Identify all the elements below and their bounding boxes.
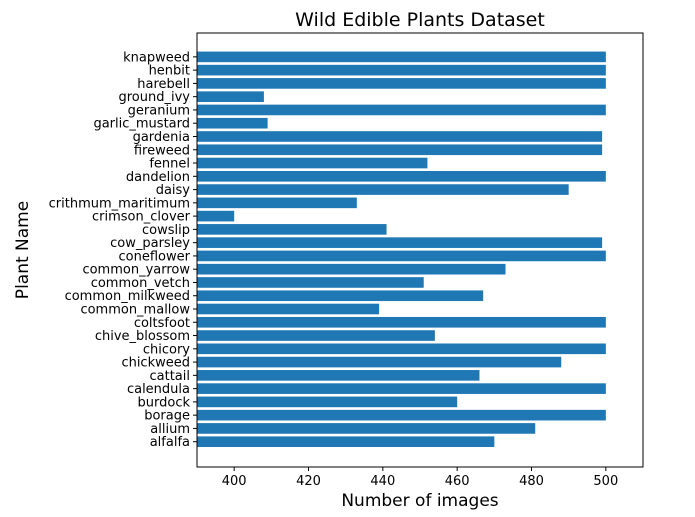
plot-frame — [196, 32, 644, 468]
bar-garlic-mustard — [197, 117, 268, 129]
bar-common-vetch — [197, 277, 424, 288]
y-tick-label: coltsfoot — [134, 316, 190, 331]
y-axis-label: Plant Name — [13, 201, 33, 299]
bar-chive-blossom — [197, 330, 435, 341]
y-tick-label: alfalfa — [150, 435, 190, 450]
bar-allium — [197, 423, 536, 434]
y-tick-label: garlic_mustard — [93, 117, 190, 132]
y-tick-label: geranium — [128, 103, 190, 118]
y-tick-label: dandelion — [126, 170, 190, 185]
y-tick-label: gardenia — [133, 130, 190, 145]
bar-dandelion — [197, 170, 606, 182]
bar-ground-ivy — [197, 91, 264, 102]
bar-crithmum-maritimum — [197, 197, 357, 209]
y-axis-ticks: alfalfaalliumborageburdockcalendulacatta… — [49, 50, 197, 450]
y-tick-label: crithmum_maritimum — [49, 196, 190, 211]
y-tick-label: allium — [150, 422, 190, 437]
bar-fireweed — [197, 144, 603, 156]
bar-cow-parsley — [197, 237, 603, 248]
bar-calendula — [197, 383, 606, 394]
y-tick-label: chickweed — [121, 356, 190, 371]
y-tick-label: henbit — [149, 64, 190, 79]
bar-alfalfa — [197, 436, 495, 448]
bar-cowslip — [197, 224, 387, 235]
x-tick-label: 460 — [445, 474, 470, 489]
y-tick-label: coneflower — [119, 249, 191, 264]
x-tick-label: 500 — [593, 474, 618, 489]
y-tick-label: daisy — [156, 183, 191, 198]
x-tick-label: 420 — [296, 474, 321, 489]
y-tick-label: knapweed — [123, 50, 190, 65]
y-tick-label: common_milkweed — [65, 289, 190, 304]
y-tick-label: chive_blossom — [95, 329, 190, 344]
bar-geranium — [197, 104, 606, 116]
bar-burdock — [197, 396, 458, 408]
y-tick-label: chicory — [143, 342, 190, 357]
y-tick-label: cattail — [150, 369, 191, 384]
bar-coneflower — [197, 250, 606, 262]
bar-gardenia — [197, 131, 603, 142]
y-tick-label: fennel — [149, 157, 190, 172]
bar-daisy — [197, 184, 569, 195]
y-tick-label: cowslip — [142, 223, 190, 238]
x-axis-ticks: 400 420 440 460 480 500 — [222, 467, 618, 489]
bar-knapweed — [197, 51, 606, 63]
bar-borage — [197, 409, 606, 421]
bar-chickweed — [197, 356, 562, 368]
x-tick-label: 400 — [222, 474, 247, 489]
bar-henbit — [197, 64, 606, 76]
bar-coltsfoot — [197, 316, 606, 328]
y-tick-label: cow_parsley — [110, 236, 190, 251]
y-tick-label: burdock — [138, 395, 191, 410]
y-tick-label: ground_ivy — [119, 90, 191, 105]
x-tick-label: 480 — [519, 474, 544, 489]
y-tick-label: fireweed — [134, 143, 190, 158]
bar-common-milkweed — [197, 290, 484, 302]
x-axis-label: Number of images — [341, 491, 498, 511]
bar-fennel — [197, 157, 428, 169]
chart-title: Wild Edible Plants Dataset — [295, 9, 545, 31]
bar-common-yarrow — [197, 263, 506, 275]
y-tick-label: common_mallow — [80, 303, 190, 318]
x-tick-label: 440 — [370, 474, 395, 489]
y-tick-label: harebell — [137, 77, 190, 92]
bar-harebell — [197, 78, 606, 89]
bar-common-mallow — [197, 303, 380, 315]
bar-chicory — [197, 343, 606, 355]
bars-group — [197, 51, 606, 448]
bar-crimson-clover — [197, 210, 235, 222]
bar-cattail — [197, 370, 480, 381]
y-tick-label: common_vetch — [91, 276, 190, 291]
y-tick-label: borage — [144, 409, 190, 424]
y-tick-label: crimson_clover — [92, 210, 191, 225]
y-tick-label: calendula — [127, 382, 190, 397]
y-tick-label: common_yarrow — [82, 263, 190, 278]
